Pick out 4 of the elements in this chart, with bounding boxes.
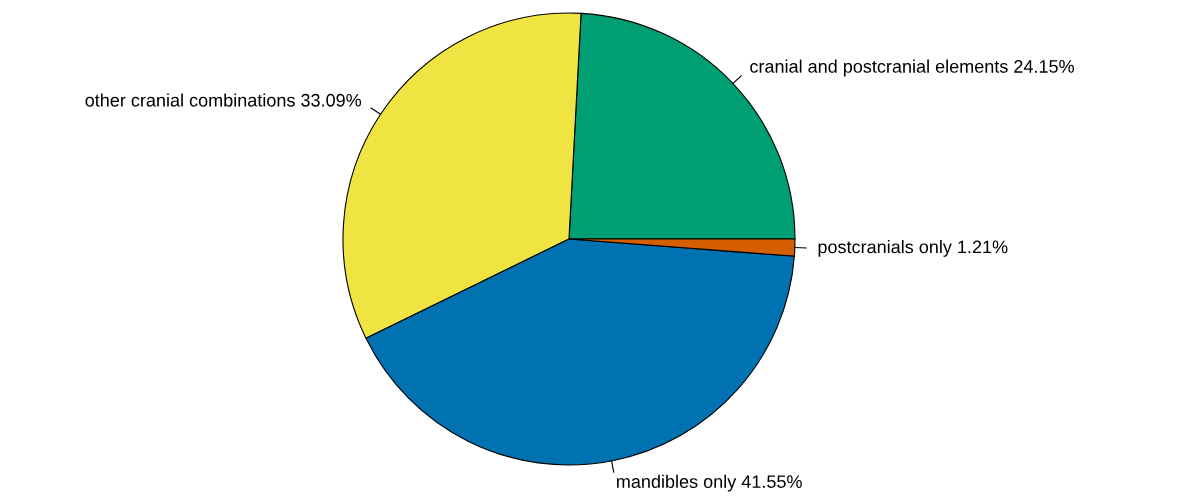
slice-label: postcranials only 1.21% (818, 240, 1008, 257)
slice-label: mandibles only 41.55% (617, 474, 802, 492)
slice-label: cranial and postcranial elements 24.15% (750, 59, 1074, 77)
slice-label: other cranial combinations 33.09% (85, 93, 362, 107)
